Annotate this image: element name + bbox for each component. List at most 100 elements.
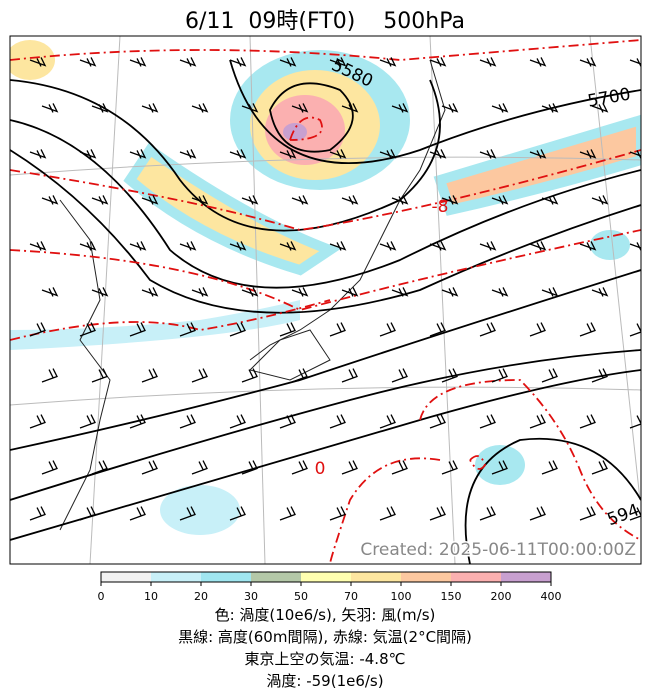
- wind-barb: [379, 322, 396, 337]
- wind-barb: [629, 414, 641, 429]
- wind-barb: [479, 322, 496, 337]
- colorbar-tick-label: 100: [391, 590, 412, 603]
- wind-barb: [229, 322, 246, 337]
- wind-barb: [429, 241, 447, 251]
- wind-barb: [241, 103, 259, 113]
- wind-barb: [329, 149, 347, 159]
- wind-barb: [79, 241, 97, 251]
- wind-barb: [291, 195, 309, 205]
- wind-barb: [329, 506, 346, 521]
- wind-barb: [391, 103, 409, 113]
- wind-barb: [29, 241, 47, 251]
- wind-barb: [591, 103, 609, 113]
- colorbar-tick-label: 50: [294, 590, 308, 603]
- wind-barb: [429, 149, 447, 159]
- colorbar-segment: [501, 572, 551, 582]
- wind-barb: [91, 287, 109, 297]
- wind-barb: [129, 506, 146, 521]
- caption: 東京上空の気温: -4.8℃: [245, 650, 406, 668]
- wind-barb: [91, 103, 109, 113]
- caption: 色: 渦度(10e6/s), 矢羽: 風(m/s): [215, 606, 436, 624]
- wind-barb: [491, 368, 508, 383]
- colorbar-tick-label: 30: [244, 590, 258, 603]
- wind-barb: [191, 103, 209, 113]
- wind-barb: [179, 241, 197, 251]
- colorbar-segment: [151, 572, 201, 582]
- wind-barb: [229, 414, 246, 429]
- wind-barb: [241, 287, 259, 297]
- wind-barb: [391, 195, 409, 205]
- wind-barb: [329, 57, 347, 67]
- colorbar-tick-label: 400: [541, 590, 562, 603]
- wind-barb: [141, 287, 159, 297]
- wind-barb: [41, 103, 59, 113]
- wind-barb: [429, 322, 446, 337]
- wind-barb: [429, 506, 446, 521]
- wind-barb: [279, 241, 297, 251]
- wind-barb: [629, 506, 641, 521]
- wind-barb: [529, 322, 546, 337]
- wind-barb: [541, 368, 558, 383]
- wind-barb: [241, 460, 258, 475]
- wind-barb: [91, 195, 109, 205]
- wind-barb: [591, 195, 609, 205]
- wind-barb: [379, 149, 397, 159]
- wind-barb: [241, 368, 258, 383]
- wind-barb: [179, 322, 196, 337]
- colorbar-frame: [100, 571, 552, 583]
- wind-barb: [329, 241, 347, 251]
- colorbar-tick-label: 70: [344, 590, 358, 603]
- wind-barb: [541, 195, 559, 205]
- wind-barb: [141, 368, 158, 383]
- wind-barb: [379, 506, 396, 521]
- wind-barb: [129, 241, 147, 251]
- colorbar-tick-label: 20: [194, 590, 208, 603]
- wind-barb: [479, 414, 496, 429]
- wind-barb: [179, 57, 197, 67]
- wind-barb: [491, 195, 509, 205]
- wind-barb: [441, 368, 458, 383]
- wind-barb: [479, 149, 497, 159]
- wind-barb: [441, 103, 459, 113]
- wind-barb: [341, 103, 359, 113]
- wind-barb: [79, 414, 96, 429]
- colorbar-segment: [251, 572, 301, 582]
- wind-barb: [41, 287, 59, 297]
- wind-barb: [291, 103, 309, 113]
- wind-barb: [629, 322, 641, 337]
- wind-barb: [642, 103, 651, 112]
- created-stamp: Created: 2025-06-11T00:00:00Z: [360, 540, 636, 560]
- colorbar: 0 10 20 30 50 70 100 150 200 400: [98, 571, 562, 603]
- wind-barb: [642, 195, 651, 204]
- wind-barb: [279, 322, 296, 337]
- wind-barb: [579, 241, 597, 251]
- title: 6/11 09時(FT0) 500hPa: [185, 9, 465, 34]
- wind-barb: [229, 241, 247, 251]
- wind-barb: [241, 195, 259, 205]
- wind-barb: [529, 414, 546, 429]
- colorbar-segment: [351, 572, 401, 582]
- wind-barb: [41, 195, 59, 205]
- wind-barb: [642, 369, 651, 382]
- wind-barbs: [29, 57, 651, 521]
- colorbar-segment: [451, 572, 501, 582]
- temperature-contours: [10, 39, 641, 564]
- colorbar-tick-label: 200: [491, 590, 512, 603]
- temperature-label: -8: [432, 197, 449, 217]
- wind-barb: [541, 460, 558, 475]
- wind-barb: [479, 57, 497, 67]
- colorbar-segment: [301, 572, 351, 582]
- wind-barb: [279, 414, 296, 429]
- wind-barb: [179, 149, 197, 159]
- wind-barb: [629, 57, 641, 67]
- wind-barb: [541, 287, 559, 297]
- wind-barb: [591, 368, 608, 383]
- wind-barb: [29, 322, 46, 337]
- wind-barb: [141, 103, 159, 113]
- wind-barb: [579, 322, 596, 337]
- wind-barb: [79, 57, 97, 67]
- wind-barb: [441, 287, 459, 297]
- wind-barb: [79, 149, 97, 159]
- wind-barb: [79, 322, 96, 337]
